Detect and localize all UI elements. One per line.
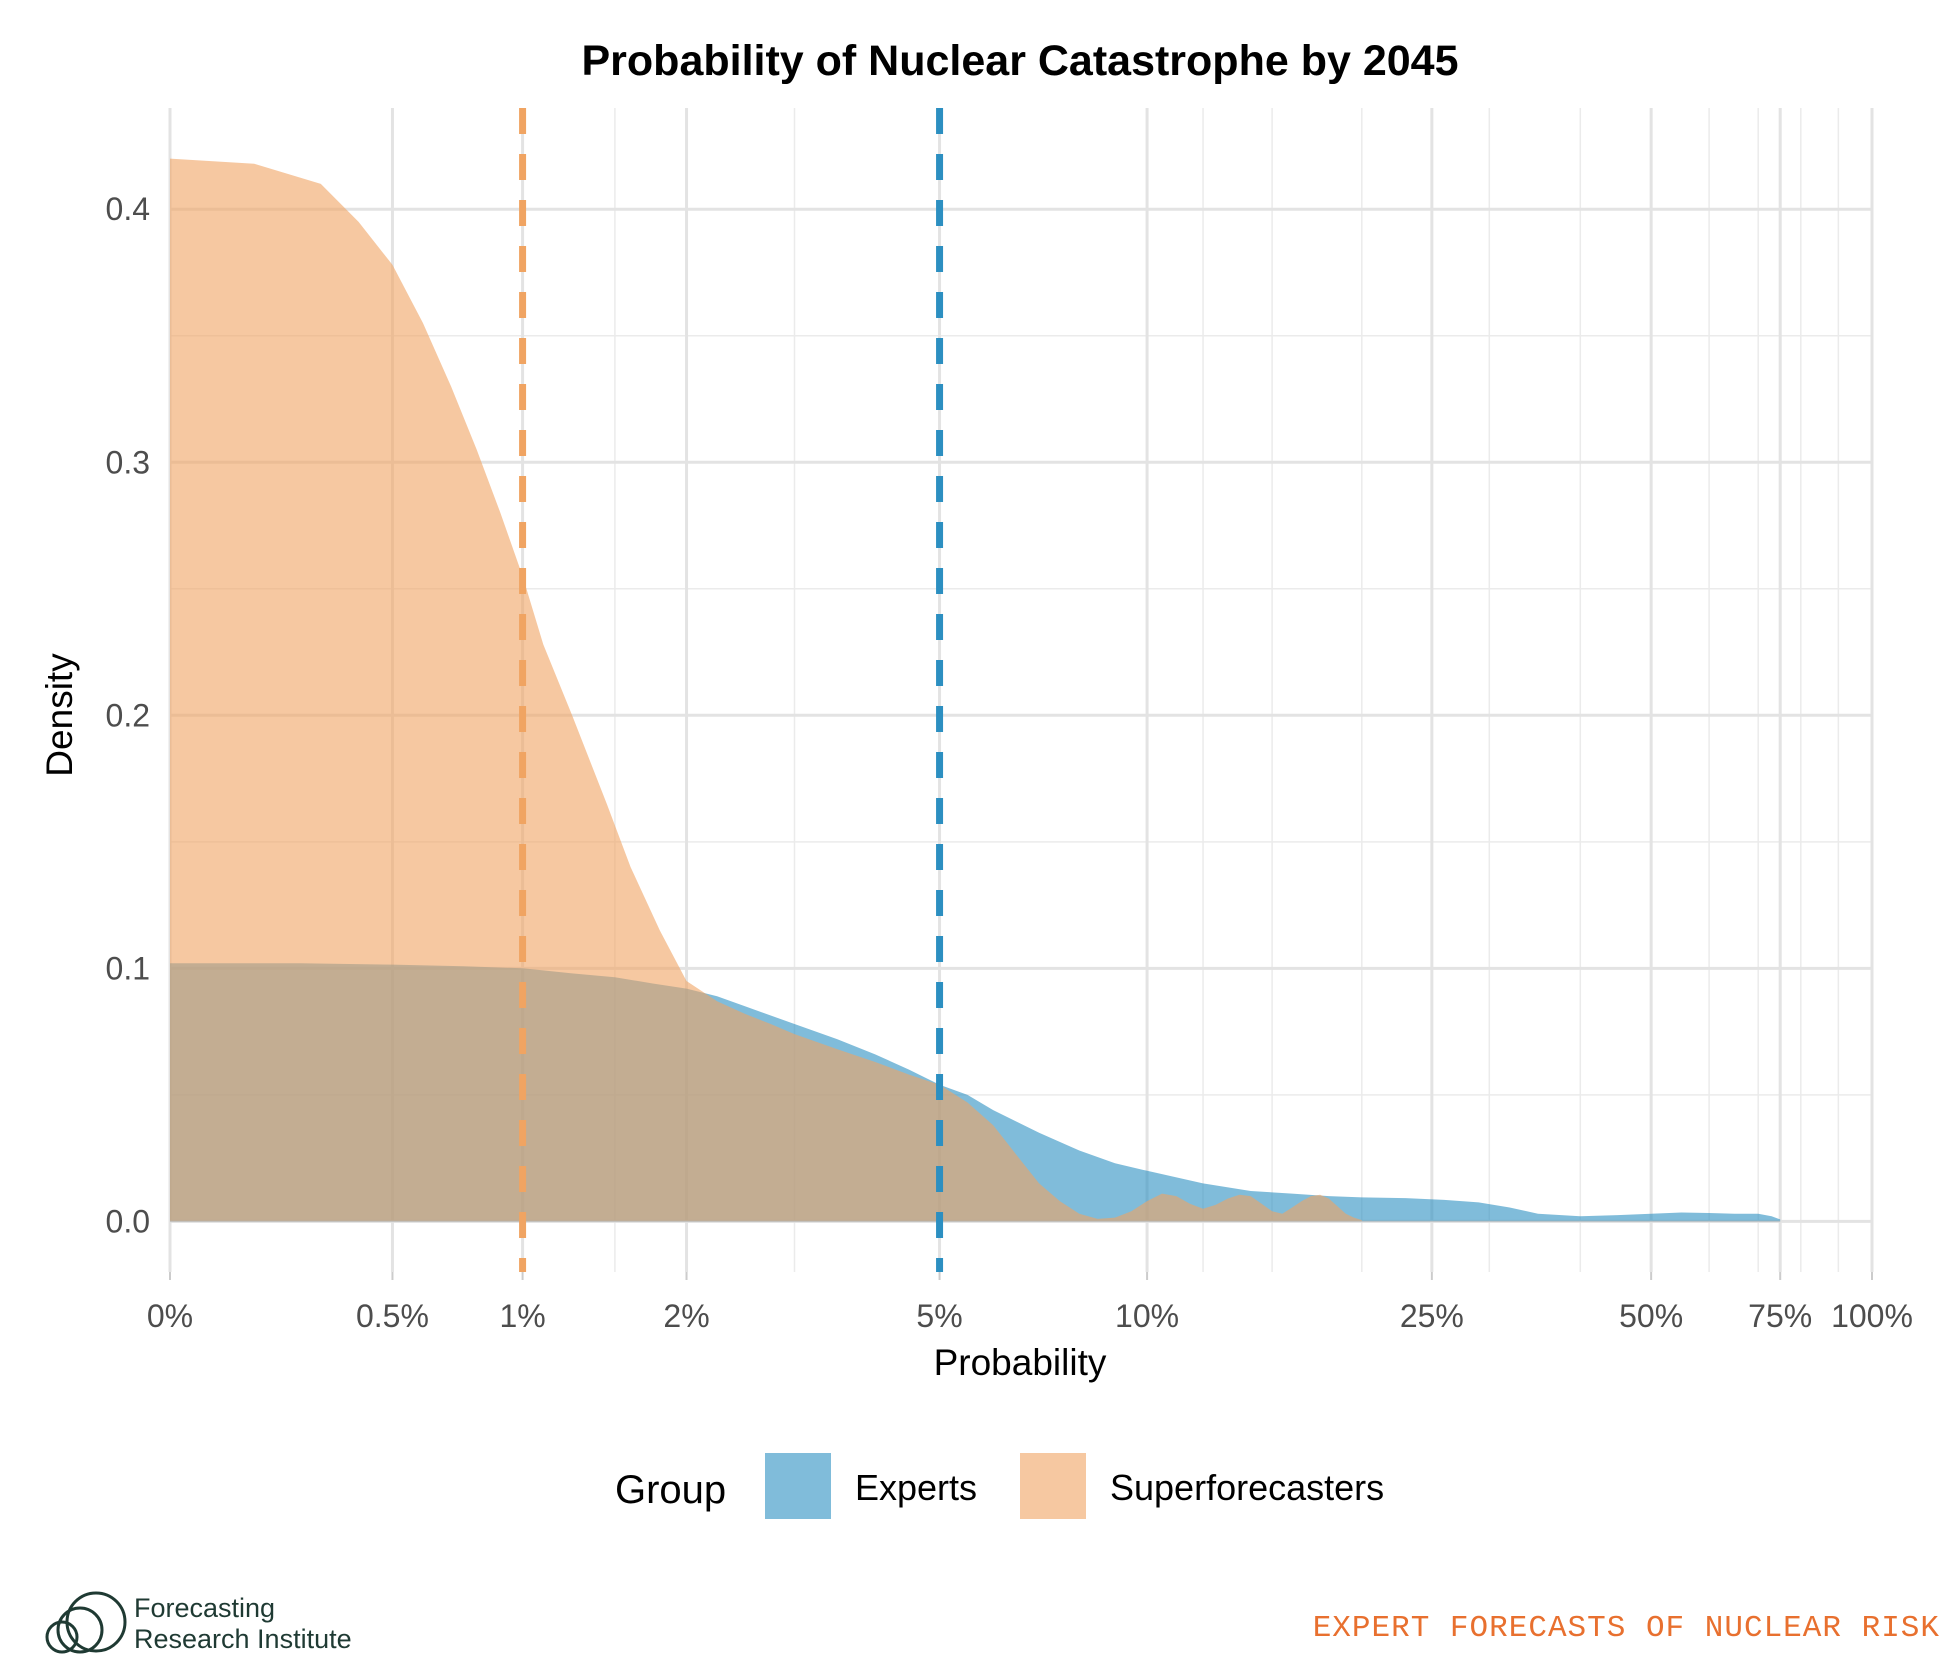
x-tick-labels: 0% 0.5% 1% 2% 5% 10% 25% 50% 75% 100% <box>147 1298 1913 1334</box>
y-axis-title: Density <box>39 653 80 777</box>
x-tick-label: 1% <box>499 1298 545 1334</box>
legend: Group Experts Superforecasters <box>615 1453 1384 1519</box>
y-tick-label: 0.1 <box>106 950 150 986</box>
x-axis-title: Probability <box>934 1342 1107 1383</box>
y-tick-label: 0.2 <box>106 697 150 733</box>
legend-swatch-superforecasters <box>1020 1453 1086 1519</box>
chart-title: Probability of Nuclear Catastrophe by 20… <box>582 37 1459 85</box>
x-tick-label: 10% <box>1115 1298 1179 1334</box>
density-areas <box>170 158 1781 1223</box>
x-tick-label: 2% <box>663 1298 709 1334</box>
y-tick-labels: 0.0 0.1 0.2 0.3 0.4 <box>106 191 150 1239</box>
x-tick-label: 50% <box>1619 1298 1683 1334</box>
x-tick-label: 0% <box>147 1298 193 1334</box>
density-area-superforecasters <box>170 158 1362 1222</box>
x-tick-label: 0.5% <box>356 1298 429 1334</box>
logo-line-1: Forecasting <box>134 1593 275 1623</box>
logo-circles-icon <box>45 1591 127 1654</box>
x-tick-label: 5% <box>916 1298 962 1334</box>
median-lines <box>519 108 944 1272</box>
legend-title: Group <box>615 1468 726 1512</box>
legend-label-superforecasters: Superforecasters <box>1110 1467 1384 1508</box>
y-tick-label: 0.4 <box>106 191 150 227</box>
logo-line-2: Research Institute <box>134 1624 352 1654</box>
x-tick-label: 25% <box>1400 1298 1464 1334</box>
y-tick-label: 0.3 <box>106 444 150 480</box>
footer-tagline: EXPERT FORECASTS OF NUCLEAR RISK <box>1313 1611 1940 1646</box>
x-tick-label: 100% <box>1831 1298 1913 1334</box>
legend-swatch-experts <box>765 1453 831 1519</box>
logo: Forecasting Research Institute <box>45 1591 352 1654</box>
legend-label-experts: Experts <box>855 1467 977 1508</box>
x-tick-label: 75% <box>1748 1298 1812 1334</box>
y-tick-label: 0.0 <box>106 1203 150 1239</box>
